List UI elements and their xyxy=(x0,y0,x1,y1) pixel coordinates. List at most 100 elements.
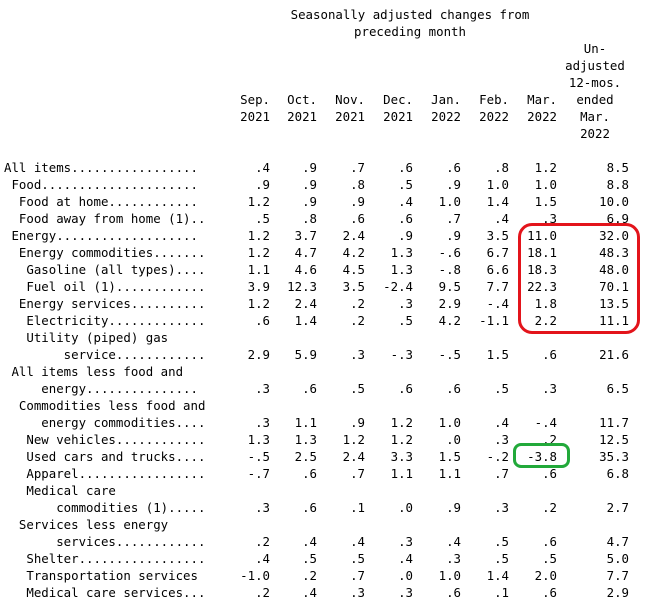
table-cell: .0 xyxy=(398,500,413,515)
unadjusted-header-line: Un- xyxy=(583,41,607,56)
table-cell: .6 xyxy=(302,500,317,515)
table-cell: -.5 xyxy=(438,347,461,362)
table-cell: .4 xyxy=(302,534,317,549)
table-cell: .2 xyxy=(350,313,365,328)
row-label: Fuel oil (1)............ xyxy=(4,279,206,294)
table-cell: 1.3 xyxy=(294,432,317,447)
table-cell: .4 xyxy=(398,194,413,209)
table-cell: .6 xyxy=(542,466,557,481)
row-label: Food..................... xyxy=(4,177,198,192)
row-label: Shelter................. xyxy=(4,551,206,566)
table-cell: 35.3 xyxy=(599,449,629,464)
unadjusted-header-line: adjusted xyxy=(565,58,625,73)
table-cell: .3 xyxy=(398,296,413,311)
table-cell: 1.2 xyxy=(534,160,557,175)
table-cell: 5.0 xyxy=(606,551,629,566)
table-cell: 2.4 xyxy=(294,296,317,311)
table-cell: 21.6 xyxy=(599,347,629,362)
unadjusted-header-line: ended xyxy=(576,92,614,107)
row-label: Electricity............. xyxy=(4,313,206,328)
table-cell: .5 xyxy=(494,551,509,566)
table-cell: 2.4 xyxy=(342,449,365,464)
table-cell: -.3 xyxy=(390,347,413,362)
table-cell: 5.9 xyxy=(294,347,317,362)
table-cell: .5 xyxy=(494,534,509,549)
table-cell: .2 xyxy=(542,500,557,515)
table-cell: 4.7 xyxy=(606,534,629,549)
table-cell: 6.7 xyxy=(486,245,509,260)
table-cell: 12.3 xyxy=(287,279,317,294)
column-header-bottom: 2021 xyxy=(287,109,317,124)
table-cell: 8.8 xyxy=(606,177,629,192)
table-cell: 1.5 xyxy=(534,194,557,209)
table-cell: 2.2 xyxy=(534,313,557,328)
row-label: Medical care xyxy=(4,483,116,498)
row-label: Commodities less food and xyxy=(4,398,206,413)
table-cell: -3.8 xyxy=(527,449,557,464)
table-cell: -.4 xyxy=(534,415,557,430)
table-cell: 6.9 xyxy=(606,211,629,226)
table-cell: .0 xyxy=(446,432,461,447)
table-cell: .6 xyxy=(542,534,557,549)
table-cell: 6.8 xyxy=(606,466,629,481)
table-cell: 4.5 xyxy=(342,262,365,277)
header-title-line1: Seasonally adjusted changes from xyxy=(290,7,530,22)
table-cell: 1.0 xyxy=(486,177,509,192)
table-cell: 9.5 xyxy=(438,279,461,294)
table-cell: 1.2 xyxy=(342,432,365,447)
table-cell: .5 xyxy=(398,313,413,328)
table-cell: .3 xyxy=(255,415,270,430)
table-cell: 48.3 xyxy=(599,245,629,260)
column-header-bottom: 2022 xyxy=(527,109,557,124)
highlight-energy-box xyxy=(518,223,640,334)
table-cell: .4 xyxy=(494,415,509,430)
table-cell: .6 xyxy=(350,211,365,226)
table-cell: .9 xyxy=(255,177,270,192)
table-cell: .5 xyxy=(494,381,509,396)
table-cell: 2.5 xyxy=(294,449,317,464)
table-cell: 1.2 xyxy=(247,245,270,260)
table-cell: 1.3 xyxy=(247,432,270,447)
table-cell: .6 xyxy=(542,585,557,600)
table-cell: 1.2 xyxy=(390,432,413,447)
table-cell: .3 xyxy=(255,381,270,396)
table-cell: -.8 xyxy=(438,262,461,277)
table-cell: 8.5 xyxy=(606,160,629,175)
row-label: Food away from home (1).. xyxy=(4,211,206,226)
highlight-used-cars-box xyxy=(513,443,570,468)
table-cell: 1.5 xyxy=(438,449,461,464)
table-cell: .3 xyxy=(542,211,557,226)
table-cell: 13.5 xyxy=(599,296,629,311)
column-header-top: Dec. xyxy=(383,92,413,107)
table-cell: 1.4 xyxy=(486,568,509,583)
table-cell: 1.1 xyxy=(438,466,461,481)
table-cell: .7 xyxy=(350,568,365,583)
column-header-top: Jan. xyxy=(431,92,461,107)
table-cell: 7.7 xyxy=(486,279,509,294)
row-label: Medical care services... xyxy=(4,585,206,600)
table-cell: .3 xyxy=(542,381,557,396)
table-cell: .4 xyxy=(398,551,413,566)
column-header-bottom: 2021 xyxy=(240,109,270,124)
table-cell: 6.5 xyxy=(606,381,629,396)
row-label: All items less food and xyxy=(4,364,184,379)
column-header-bottom: 2021 xyxy=(383,109,413,124)
column-header-bottom: 2022 xyxy=(431,109,461,124)
column-header-top: Feb. xyxy=(479,92,509,107)
row-label: Energy................... xyxy=(4,228,198,243)
table-cell: 2.9 xyxy=(247,347,270,362)
table-cell: .7 xyxy=(494,466,509,481)
table-cell: 10.0 xyxy=(599,194,629,209)
table-cell: 1.0 xyxy=(534,177,557,192)
row-label: Energy commodities....... xyxy=(4,245,206,260)
unadjusted-header-line: Mar. xyxy=(580,109,610,124)
table-cell: -2.4 xyxy=(383,279,413,294)
table-cell: 18.1 xyxy=(527,245,557,260)
unadjusted-header-line: 2022 xyxy=(580,126,610,141)
table-cell: 1.2 xyxy=(247,228,270,243)
table-cell: .9 xyxy=(302,194,317,209)
table-cell: 18.3 xyxy=(527,262,557,277)
table-cell: 2.0 xyxy=(534,568,557,583)
header-title-line2: preceding month xyxy=(354,24,466,39)
table-cell: 2.9 xyxy=(438,296,461,311)
